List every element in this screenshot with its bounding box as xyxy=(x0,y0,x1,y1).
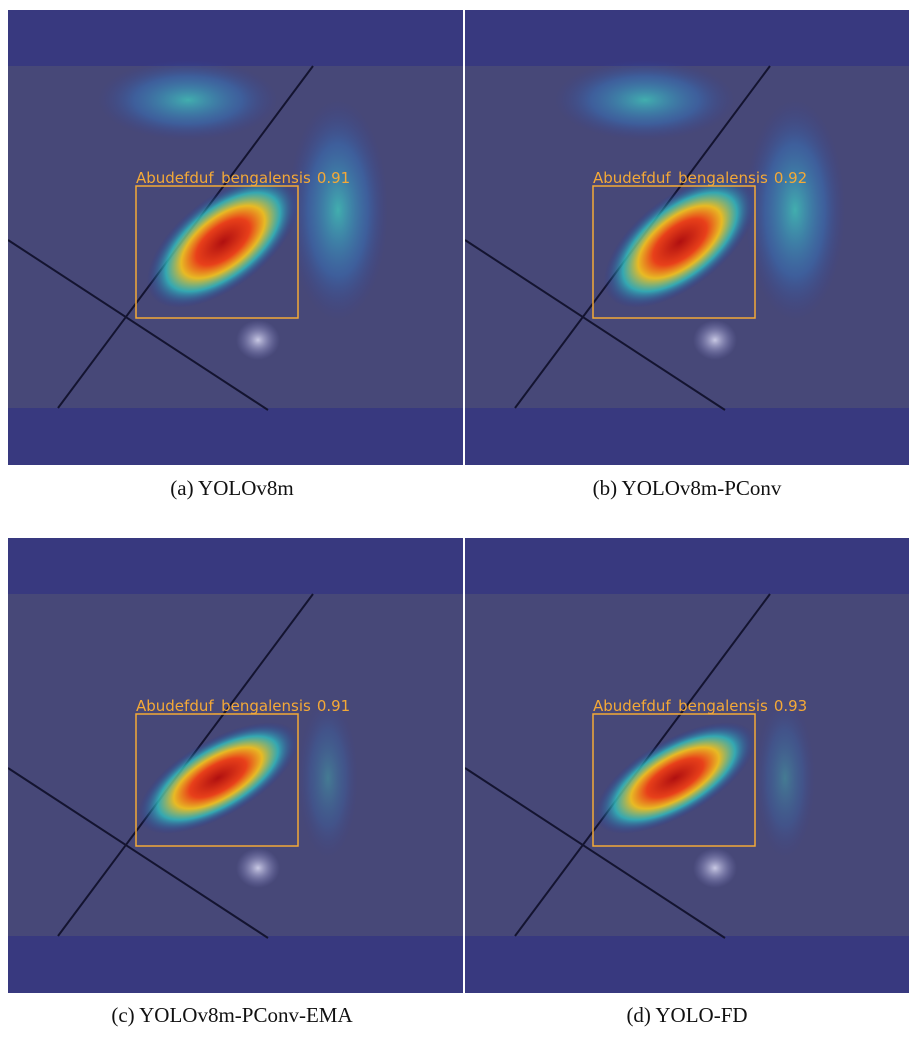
class-name: Abudefduf_bengalensis xyxy=(136,697,311,716)
caption: (a) YOLOv8m xyxy=(10,476,454,501)
band-bottom xyxy=(465,408,909,465)
heatmap-image: Abudefduf_bengalensis 0.93 xyxy=(465,538,909,993)
score: 0.91 xyxy=(317,169,350,187)
heatmap-image: Abudefduf_bengalensis 0.91 xyxy=(8,538,463,993)
panel-c: Abudefduf_bengalensis 0.91 xyxy=(8,538,463,993)
detection-label: Abudefduf_bengalensis 0.93 xyxy=(593,697,807,716)
detection-label: Abudefduf_bengalensis 0.91 xyxy=(136,697,350,716)
reflection xyxy=(693,848,737,888)
score: 0.93 xyxy=(774,697,807,715)
caption: (c) YOLOv8m-PConv-EMA xyxy=(10,1003,454,1028)
figure: Abudefduf_bengalensis 0.91 Abudefduf_beng… xyxy=(0,0,909,1044)
band-bottom xyxy=(8,936,463,993)
heat-cool xyxy=(288,100,388,320)
heatmap-image: Abudefduf_bengalensis 0.91 xyxy=(8,10,463,465)
band-top xyxy=(8,538,463,594)
panel-d: Abudefduf_bengalensis 0.93 xyxy=(465,538,909,993)
panel-b: Abudefduf_bengalensis 0.92 xyxy=(465,10,909,465)
panel-a: Abudefduf_bengalensis 0.91 xyxy=(8,10,463,465)
class-name: Abudefduf_bengalensis xyxy=(136,169,311,188)
band-top xyxy=(8,10,463,66)
caption: (b) YOLOv8m-PConv xyxy=(465,476,909,501)
heat-cool xyxy=(745,100,845,320)
detection-label: Abudefduf_bengalensis 0.92 xyxy=(593,169,807,188)
class-name: Abudefduf_bengalensis xyxy=(593,697,768,716)
reflection xyxy=(693,320,737,360)
detection-label: Abudefduf_bengalensis 0.91 xyxy=(136,169,350,188)
reflection xyxy=(236,320,280,360)
reflection xyxy=(236,848,280,888)
heat-cool xyxy=(298,698,358,858)
band-top xyxy=(465,10,909,66)
heatmap-image: Abudefduf_bengalensis 0.92 xyxy=(465,10,909,465)
band-bottom xyxy=(8,408,463,465)
band-bottom xyxy=(465,936,909,993)
class-name: Abudefduf_bengalensis xyxy=(593,169,768,188)
heat-cool xyxy=(755,698,815,858)
score: 0.91 xyxy=(317,697,350,715)
band-top xyxy=(465,538,909,594)
caption: (d) YOLO-FD xyxy=(465,1003,909,1028)
heat-cool xyxy=(98,60,278,140)
heat-cool xyxy=(555,60,735,140)
score: 0.92 xyxy=(774,169,807,187)
